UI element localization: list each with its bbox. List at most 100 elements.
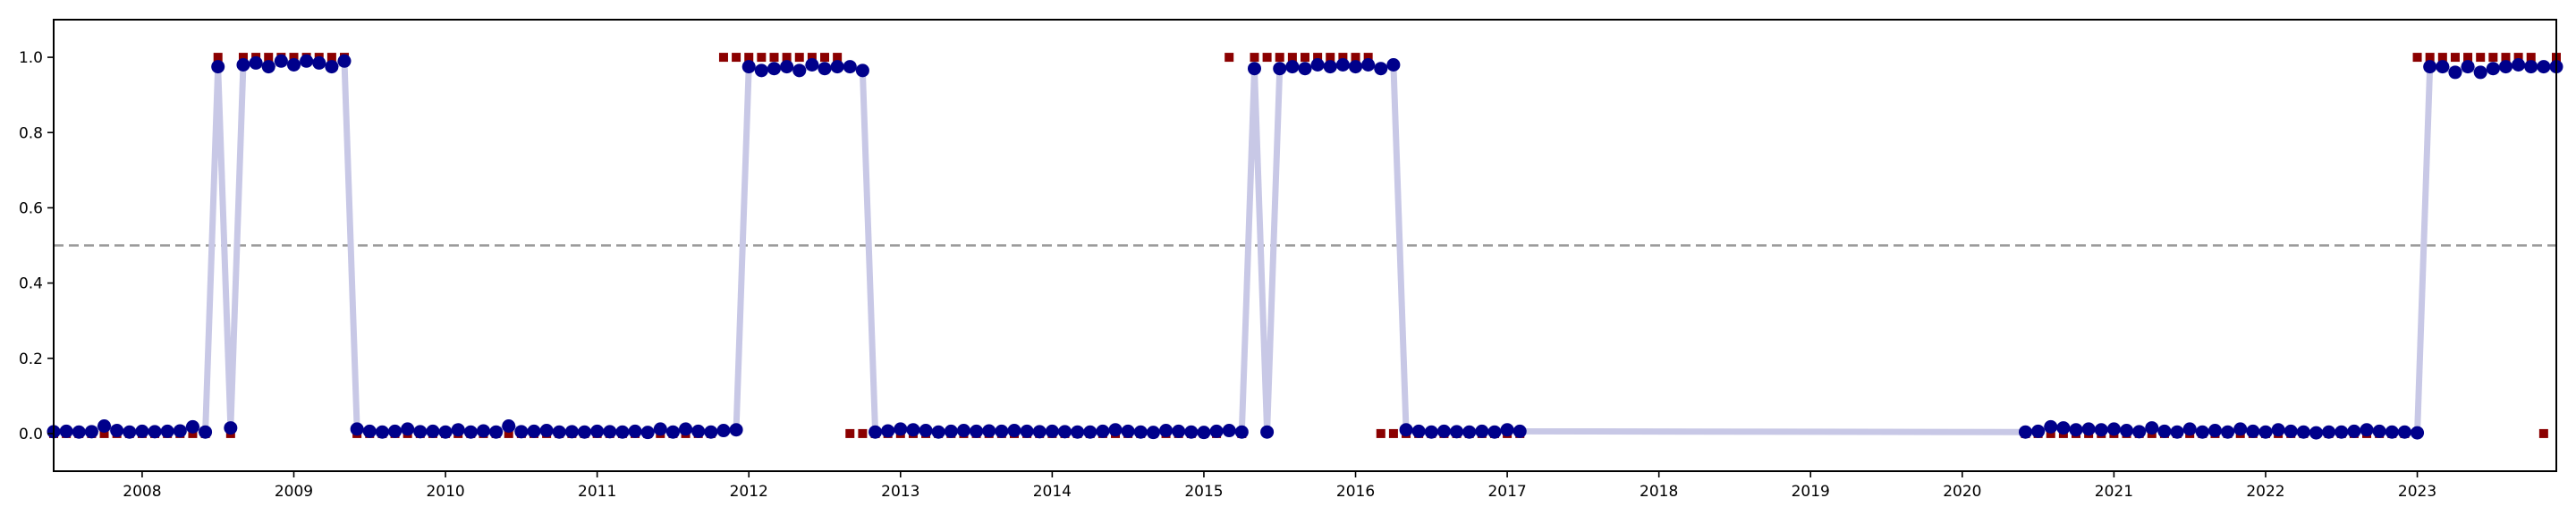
predicted-point [438, 425, 453, 439]
predicted-point [2157, 424, 2172, 438]
predicted-point [615, 425, 630, 439]
predicted-point [1146, 426, 1160, 440]
actual-point [794, 53, 804, 63]
predicted-point [2461, 60, 2475, 74]
actual-point [1301, 53, 1309, 63]
predicted-point [2044, 419, 2058, 434]
x-tick-label: 2018 [1640, 483, 1678, 501]
actual-point [1275, 53, 1284, 63]
predicted-point [2221, 425, 2235, 439]
predicted-point [2436, 60, 2450, 74]
x-tick-label: 2013 [881, 483, 919, 501]
predicted-point [2372, 424, 2386, 438]
predicted-point [1424, 425, 1438, 439]
x-tick-label: 2022 [2246, 483, 2284, 501]
actual-point [289, 53, 299, 63]
predicted-point [300, 54, 314, 68]
predicted-point [2512, 58, 2526, 72]
actual-point [1262, 53, 1272, 63]
predicted-point [2498, 60, 2512, 74]
predicted-point [286, 58, 301, 72]
predicted-point [388, 424, 402, 438]
predicted-point [502, 419, 516, 433]
actual-point [769, 53, 779, 63]
actual-point [1287, 53, 1297, 63]
actual-point [732, 53, 741, 63]
x-tick-label: 2014 [1033, 483, 1072, 501]
predicted-point [1323, 60, 1337, 74]
predicted-point [2334, 425, 2349, 439]
predicted-point [2258, 425, 2273, 439]
actual-point [238, 53, 248, 63]
predicted-point [944, 424, 958, 438]
predicted-point [1058, 425, 1072, 439]
predicted-point [1386, 58, 1401, 72]
actual-point [782, 53, 792, 63]
predicted-point [463, 425, 478, 439]
predicted-point [1450, 425, 1464, 439]
predicted-point [1096, 424, 1110, 438]
actual-point [833, 53, 843, 63]
predicted-point [590, 424, 605, 438]
axes: 0.0 0.2 0.4 0.6 0.8 1.0 2008 2009 2010 2011 2012 20… [19, 19, 2557, 501]
predicted-point [881, 424, 895, 438]
actual-point [845, 428, 855, 438]
predicted-point [2233, 422, 2248, 436]
predicted-point [843, 60, 857, 74]
y-tick-label: 0.8 [19, 124, 43, 142]
predicted-point [401, 422, 415, 436]
y-tick-label: 0.6 [19, 199, 43, 217]
line-layer [50, 57, 2560, 436]
predicted-point [2397, 425, 2411, 439]
x-tick-label: 2021 [2095, 483, 2133, 501]
x-tick-label: 2008 [123, 483, 161, 501]
predicted-point [603, 425, 617, 439]
predicted-point [1298, 62, 1312, 76]
predicted-point [1197, 426, 1211, 440]
predicted-point [767, 62, 781, 76]
predicted-point [2120, 424, 2134, 438]
x-tick-label: 2015 [1184, 483, 1223, 501]
predicted-point [1487, 425, 1502, 439]
predicted-point [426, 424, 440, 438]
predicted-point [1020, 424, 1034, 438]
predicted-point [1184, 425, 1199, 439]
predicted-point [2347, 424, 2361, 438]
predicted-point [665, 425, 680, 439]
predicted-point [2360, 423, 2374, 437]
x-tick-label: 2011 [578, 483, 616, 501]
predicted-point [1500, 423, 1514, 437]
predicted-point [2106, 422, 2121, 436]
actual-point [820, 53, 830, 63]
actual-point [2488, 53, 2498, 63]
predicted-point [1335, 58, 1350, 72]
predicted-point [2170, 425, 2184, 439]
predicted-point [2309, 426, 2324, 440]
predicted-point [1172, 424, 1186, 438]
predicted-point [451, 423, 465, 437]
predicted-point [729, 423, 743, 437]
predicted-markers [47, 54, 2563, 440]
actual-point [326, 53, 336, 63]
predicted-point [1121, 424, 1135, 438]
actual-point [213, 53, 223, 63]
axes-frame [53, 19, 2557, 472]
predicted-point [906, 423, 920, 437]
predicted-point [679, 422, 693, 436]
predicted-point [2322, 425, 2336, 439]
predicted-point [1247, 62, 1261, 76]
predicted-point [640, 426, 655, 440]
predicted-point [236, 58, 250, 72]
actual-point [2476, 53, 2486, 63]
predicted-point [2069, 423, 2083, 437]
x-tick-label: 2017 [1487, 483, 1526, 501]
predicted-point [274, 54, 288, 68]
x-tick-label: 2019 [1792, 483, 1830, 501]
predicted-point [261, 60, 275, 74]
predicted-point [2411, 426, 2425, 440]
predicted-point [704, 425, 718, 439]
predicted-point [211, 60, 225, 74]
predicted-point [1045, 424, 1059, 438]
predicted-point [110, 424, 124, 438]
